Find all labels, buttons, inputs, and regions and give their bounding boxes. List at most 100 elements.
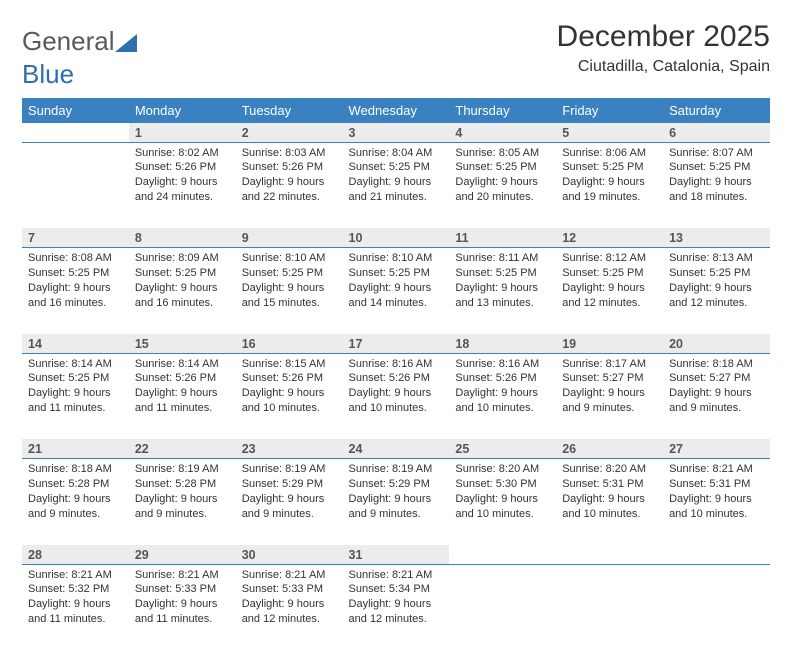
page-subtitle: Ciutadilla, Catalonia, Spain bbox=[557, 58, 770, 76]
daylight-text: Daylight: 9 hours and 18 minutes. bbox=[669, 175, 764, 205]
day-data-cell: Sunrise: 8:21 AMSunset: 5:32 PMDaylight:… bbox=[22, 564, 129, 650]
sunrise-text: Sunrise: 8:18 AM bbox=[28, 462, 123, 477]
sunset-text: Sunset: 5:28 PM bbox=[28, 477, 123, 492]
day-data-row: Sunrise: 8:18 AMSunset: 5:28 PMDaylight:… bbox=[22, 459, 770, 545]
calendar-table: Sunday Monday Tuesday Wednesday Thursday… bbox=[22, 98, 770, 650]
day-data-cell bbox=[663, 564, 770, 650]
day-header: Friday bbox=[556, 98, 663, 123]
sunrise-text: Sunrise: 8:21 AM bbox=[242, 568, 337, 583]
sunrise-text: Sunrise: 8:07 AM bbox=[669, 146, 764, 161]
sunrise-text: Sunrise: 8:19 AM bbox=[349, 462, 444, 477]
day-number-cell: 12 bbox=[556, 228, 663, 248]
sunrise-text: Sunrise: 8:18 AM bbox=[669, 357, 764, 372]
sunrise-text: Sunrise: 8:15 AM bbox=[242, 357, 337, 372]
day-number-cell: 20 bbox=[663, 334, 770, 354]
daylight-text: Daylight: 9 hours and 9 minutes. bbox=[669, 386, 764, 416]
day-number-row: 28293031 bbox=[22, 545, 770, 565]
sunrise-text: Sunrise: 8:20 AM bbox=[455, 462, 550, 477]
sunset-text: Sunset: 5:29 PM bbox=[349, 477, 444, 492]
logo-triangle-icon bbox=[115, 28, 137, 59]
sunset-text: Sunset: 5:31 PM bbox=[669, 477, 764, 492]
sunrise-text: Sunrise: 8:04 AM bbox=[349, 146, 444, 161]
sunset-text: Sunset: 5:25 PM bbox=[562, 266, 657, 281]
day-number-cell: 28 bbox=[22, 545, 129, 565]
sunrise-text: Sunrise: 8:21 AM bbox=[669, 462, 764, 477]
daylight-text: Daylight: 9 hours and 11 minutes. bbox=[28, 386, 123, 416]
day-data-cell: Sunrise: 8:21 AMSunset: 5:33 PMDaylight:… bbox=[236, 564, 343, 650]
sunset-text: Sunset: 5:25 PM bbox=[562, 160, 657, 175]
day-number-cell: 9 bbox=[236, 228, 343, 248]
day-data-cell: Sunrise: 8:11 AMSunset: 5:25 PMDaylight:… bbox=[449, 248, 556, 334]
daylight-text: Daylight: 9 hours and 9 minutes. bbox=[242, 492, 337, 522]
day-data-row: Sunrise: 8:02 AMSunset: 5:26 PMDaylight:… bbox=[22, 142, 770, 228]
day-data-row: Sunrise: 8:08 AMSunset: 5:25 PMDaylight:… bbox=[22, 248, 770, 334]
daylight-text: Daylight: 9 hours and 13 minutes. bbox=[455, 281, 550, 311]
day-number-row: 123456 bbox=[22, 123, 770, 143]
daylight-text: Daylight: 9 hours and 11 minutes. bbox=[135, 597, 230, 627]
day-data-cell: Sunrise: 8:05 AMSunset: 5:25 PMDaylight:… bbox=[449, 142, 556, 228]
page-title: December 2025 bbox=[557, 20, 770, 54]
day-number-cell: 6 bbox=[663, 123, 770, 143]
day-data-cell: Sunrise: 8:08 AMSunset: 5:25 PMDaylight:… bbox=[22, 248, 129, 334]
sunset-text: Sunset: 5:25 PM bbox=[455, 160, 550, 175]
day-data-cell: Sunrise: 8:17 AMSunset: 5:27 PMDaylight:… bbox=[556, 353, 663, 439]
day-number-cell: 18 bbox=[449, 334, 556, 354]
daylight-text: Daylight: 9 hours and 14 minutes. bbox=[349, 281, 444, 311]
day-data-cell: Sunrise: 8:02 AMSunset: 5:26 PMDaylight:… bbox=[129, 142, 236, 228]
day-data-cell: Sunrise: 8:03 AMSunset: 5:26 PMDaylight:… bbox=[236, 142, 343, 228]
day-number-cell: 7 bbox=[22, 228, 129, 248]
sunrise-text: Sunrise: 8:17 AM bbox=[562, 357, 657, 372]
day-header: Thursday bbox=[449, 98, 556, 123]
sunset-text: Sunset: 5:27 PM bbox=[562, 371, 657, 386]
day-data-cell: Sunrise: 8:10 AMSunset: 5:25 PMDaylight:… bbox=[343, 248, 450, 334]
sunset-text: Sunset: 5:25 PM bbox=[349, 266, 444, 281]
day-data-cell: Sunrise: 8:18 AMSunset: 5:28 PMDaylight:… bbox=[22, 459, 129, 545]
day-number-cell: 17 bbox=[343, 334, 450, 354]
day-number-cell: 3 bbox=[343, 123, 450, 143]
day-data-cell: Sunrise: 8:04 AMSunset: 5:25 PMDaylight:… bbox=[343, 142, 450, 228]
day-number-cell: 22 bbox=[129, 439, 236, 459]
sunrise-text: Sunrise: 8:21 AM bbox=[28, 568, 123, 583]
sunrise-text: Sunrise: 8:11 AM bbox=[455, 251, 550, 266]
sunrise-text: Sunrise: 8:14 AM bbox=[28, 357, 123, 372]
day-data-cell: Sunrise: 8:19 AMSunset: 5:28 PMDaylight:… bbox=[129, 459, 236, 545]
day-number-cell: 14 bbox=[22, 334, 129, 354]
daylight-text: Daylight: 9 hours and 12 minutes. bbox=[349, 597, 444, 627]
sunrise-text: Sunrise: 8:03 AM bbox=[242, 146, 337, 161]
sunrise-text: Sunrise: 8:12 AM bbox=[562, 251, 657, 266]
sunset-text: Sunset: 5:33 PM bbox=[242, 582, 337, 597]
daylight-text: Daylight: 9 hours and 12 minutes. bbox=[669, 281, 764, 311]
sunrise-text: Sunrise: 8:21 AM bbox=[349, 568, 444, 583]
day-number-cell: 5 bbox=[556, 123, 663, 143]
daylight-text: Daylight: 9 hours and 16 minutes. bbox=[135, 281, 230, 311]
day-data-cell: Sunrise: 8:07 AMSunset: 5:25 PMDaylight:… bbox=[663, 142, 770, 228]
daylight-text: Daylight: 9 hours and 16 minutes. bbox=[28, 281, 123, 311]
day-header: Saturday bbox=[663, 98, 770, 123]
daylight-text: Daylight: 9 hours and 9 minutes. bbox=[349, 492, 444, 522]
sunrise-text: Sunrise: 8:16 AM bbox=[455, 357, 550, 372]
day-data-cell: Sunrise: 8:21 AMSunset: 5:31 PMDaylight:… bbox=[663, 459, 770, 545]
sunset-text: Sunset: 5:27 PM bbox=[669, 371, 764, 386]
day-data-cell: Sunrise: 8:20 AMSunset: 5:31 PMDaylight:… bbox=[556, 459, 663, 545]
day-number-row: 78910111213 bbox=[22, 228, 770, 248]
day-number-cell: 13 bbox=[663, 228, 770, 248]
daylight-text: Daylight: 9 hours and 9 minutes. bbox=[135, 492, 230, 522]
day-number-cell: 25 bbox=[449, 439, 556, 459]
daylight-text: Daylight: 9 hours and 10 minutes. bbox=[669, 492, 764, 522]
sunrise-text: Sunrise: 8:10 AM bbox=[349, 251, 444, 266]
sunset-text: Sunset: 5:28 PM bbox=[135, 477, 230, 492]
day-number-cell: 2 bbox=[236, 123, 343, 143]
sunset-text: Sunset: 5:29 PM bbox=[242, 477, 337, 492]
day-data-cell bbox=[449, 564, 556, 650]
sunset-text: Sunset: 5:25 PM bbox=[669, 266, 764, 281]
sunrise-text: Sunrise: 8:02 AM bbox=[135, 146, 230, 161]
day-data-cell: Sunrise: 8:14 AMSunset: 5:26 PMDaylight:… bbox=[129, 353, 236, 439]
day-number-row: 21222324252627 bbox=[22, 439, 770, 459]
sunset-text: Sunset: 5:30 PM bbox=[455, 477, 550, 492]
daylight-text: Daylight: 9 hours and 11 minutes. bbox=[28, 597, 123, 627]
sunset-text: Sunset: 5:26 PM bbox=[349, 371, 444, 386]
daylight-text: Daylight: 9 hours and 10 minutes. bbox=[242, 386, 337, 416]
sunset-text: Sunset: 5:25 PM bbox=[669, 160, 764, 175]
title-block: December 2025 Ciutadilla, Catalonia, Spa… bbox=[557, 20, 770, 76]
day-number-row: 14151617181920 bbox=[22, 334, 770, 354]
